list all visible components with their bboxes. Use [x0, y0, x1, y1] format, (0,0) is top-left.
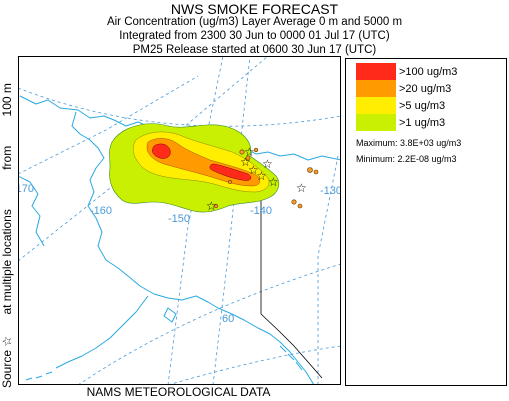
source-star-1: ☆	[240, 155, 251, 169]
source-star-6: ☆	[296, 181, 307, 195]
southeast-islands	[279, 345, 303, 371]
alaska-peninsula	[55, 295, 149, 369]
subtitle-integration: Integrated from 2300 30 Jun to 0000 01 J…	[119, 30, 390, 42]
legend-label: >1 ug/m3	[399, 116, 446, 129]
minimum-value: Minimum: 2.2E-08 ug/m3	[356, 154, 457, 164]
subtitle-concentration: Air Concentration (ug/m3) Layer Average …	[106, 16, 403, 28]
lon-label-160: -160	[90, 205, 112, 217]
alaska-south-coast	[127, 275, 315, 385]
subtitle-release: PM25 Release started at 0600 30 Jun 17 (…	[132, 44, 377, 56]
coastlines	[18, 95, 341, 385]
source-markers: ☆☆ ☆☆ ☆☆ ☆☆	[206, 145, 307, 213]
maximum-value: Maximum: 3.8E+03 ug/m3	[356, 138, 462, 148]
graticule-labels: -170 -160 -150 -140 -130 60	[18, 183, 341, 325]
source-side-label: Source ☆ at multiple locations from 100 …	[0, 53, 14, 388]
lon-label-170: -170	[18, 183, 34, 195]
canada-border	[260, 166, 323, 379]
lon-label-130: -130	[320, 185, 341, 197]
lon-label-150: -150	[168, 213, 190, 225]
legend-swatch	[356, 80, 396, 97]
canada-arctic-coast	[255, 151, 341, 161]
fire-spots	[213, 147, 319, 209]
locations-label: at multiple locations	[0, 209, 14, 315]
meridian-170	[18, 75, 199, 175]
smoke-plume	[109, 123, 319, 213]
source-star-3: ☆	[256, 169, 267, 183]
source-star-2: ☆	[248, 163, 259, 177]
legend-row-100: >100 ug/m3	[356, 63, 457, 80]
source-label: Source ☆	[0, 335, 14, 388]
forecast-title: NWS SMOKE FORECAST	[170, 1, 339, 17]
parallel-70	[18, 87, 341, 127]
data-source-footer: NAMS METEOROLOGICAL DATA	[86, 385, 271, 399]
meridian-140	[212, 56, 251, 385]
source-star-7: ☆	[206, 199, 217, 213]
legend-swatch	[356, 97, 396, 114]
from-label: from	[0, 145, 14, 170]
meridian-160	[18, 56, 269, 262]
source-star-8: ☆	[268, 175, 279, 189]
alaska-west-coast	[71, 111, 129, 277]
aleutian-islands	[25, 371, 53, 381]
legend-swatch	[356, 63, 396, 80]
legend-label: >100 ug/m3	[399, 65, 458, 78]
lon-label-140: -140	[250, 205, 272, 217]
source-star-5: ☆	[262, 157, 273, 171]
parallel-60	[78, 263, 341, 385]
legend-row-1: >1 ug/m3	[356, 114, 445, 131]
lat-label-60: 60	[222, 313, 234, 325]
parallel-50	[168, 345, 341, 385]
smoke-map: ☆☆ ☆☆ ☆☆ ☆☆ -170 -160 -150 -140 -130 60	[18, 56, 341, 385]
legend-label: >20 ug/m3	[399, 82, 452, 95]
map-frame	[18, 56, 341, 385]
legend-swatch	[356, 114, 396, 131]
kodiak-island	[163, 307, 177, 323]
legend-panel: >100 ug/m3 >20 ug/m3 >5 ug/m3 >1 ug/m3 M…	[345, 58, 507, 386]
legend-row-5: >5 ug/m3	[356, 97, 445, 114]
legend-row-20: >20 ug/m3	[356, 80, 451, 97]
legend-label: >5 ug/m3	[399, 99, 446, 112]
height-label: 100 m	[0, 83, 14, 117]
graticule	[18, 56, 341, 385]
meridian-130	[317, 155, 339, 385]
plume-100ugm3	[152, 143, 252, 181]
source-star-4: ☆	[244, 145, 255, 159]
chukotka-coast	[18, 175, 45, 247]
